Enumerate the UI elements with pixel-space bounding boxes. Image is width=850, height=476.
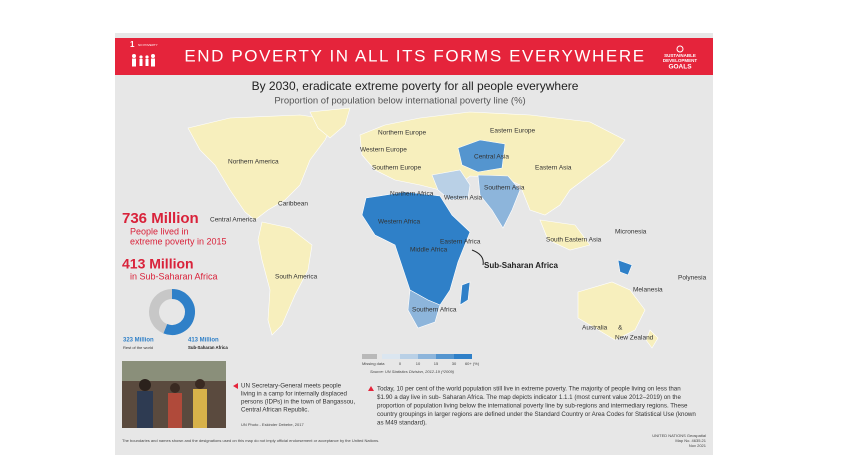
note-line: country groupings in larger regions are … <box>377 411 696 418</box>
region-label: Australia <box>582 325 608 332</box>
subtitle: By 2030, eradicate extreme poverty for a… <box>252 79 579 93</box>
sdg-logo: SUSTAINABLE <box>664 53 696 58</box>
region-label: Northern America <box>228 159 279 166</box>
legend-label: 0 <box>399 361 402 366</box>
legend-swatch <box>362 354 377 359</box>
caption-line: persons (IDPs) in the town of Bangassou, <box>241 399 355 406</box>
region-label: Northern Europe <box>378 130 426 137</box>
region-label: New Zealand <box>615 335 654 342</box>
caption-line: living in a camp for internally displace… <box>241 391 347 398</box>
stat-value: 736 Million <box>122 210 199 227</box>
region-label: Central Asia <box>474 154 509 161</box>
note-line: Today, 10 per cent of the world populati… <box>377 386 681 393</box>
note-line: $1.90 a day live in sub- Saharan Africa.… <box>377 394 682 401</box>
legend-swatch <box>382 354 400 359</box>
legend-label: 15 <box>434 361 439 366</box>
caption-line: UN Secretary-General meets people <box>241 383 342 390</box>
sdg-logo: GOALS <box>668 64 692 71</box>
region-label: Eastern Asia <box>535 165 572 172</box>
note: Today, 10 per cent of the world populati… <box>377 386 696 427</box>
region-label: South Eastern Asia <box>546 237 602 244</box>
donut <box>149 289 195 335</box>
donut-value-label: 413 Million <box>188 338 219 344</box>
region-label: Western Africa <box>378 219 421 226</box>
stat-desc: in Sub-Saharan Africa <box>130 271 218 281</box>
region-label: Eastern Europe <box>490 128 536 135</box>
subtitle2: Proportion of population below internati… <box>274 96 525 107</box>
note-line: proportion of population living below th… <box>377 403 688 410</box>
legend-label: 10 <box>416 361 421 366</box>
donut-value-label: 323 Million <box>123 338 154 344</box>
region-labels: Northern America Caribbean Central Ameri… <box>210 128 707 342</box>
region-label: Southern Europe <box>372 165 422 172</box>
donut-category: Sub-Saharan Africa <box>188 345 228 350</box>
stat-desc: extreme poverty in 2015 <box>130 236 227 246</box>
donut-slice <box>163 289 195 335</box>
footer-line: Map No. 4635.21 <box>675 438 706 443</box>
photo-caption: UN Secretary-General meets peopleliving … <box>241 383 355 414</box>
legend-label: Missing data <box>362 361 385 366</box>
region-label: Polynesia <box>678 275 707 282</box>
legend-swatch <box>436 354 454 359</box>
region-label: Caribbean <box>278 201 308 208</box>
title: END POVERTY IN ALL ITS FORMS EVERYWHERE <box>184 46 645 65</box>
region-label: Southern Africa <box>412 307 457 314</box>
goal-icon <box>132 54 155 67</box>
legend-swatch <box>454 354 472 359</box>
region-label: Eastern Africa <box>440 239 481 246</box>
region-label: Central America <box>210 217 257 224</box>
legend-label: 60+ (%) <box>465 361 480 366</box>
region-label: Northern Africa <box>390 191 434 198</box>
region-label: Micronesia <box>615 229 647 236</box>
legend-swatch <box>400 354 418 359</box>
map-land <box>187 107 659 349</box>
note-marker <box>368 386 374 391</box>
region-label: Middle Africa <box>410 247 448 254</box>
legend-label: 30 <box>452 361 457 366</box>
donut-slice <box>149 289 173 334</box>
region-label: Sub-Saharan Africa <box>484 261 558 270</box>
photo-credit: UN Photo - Eskinder Debebe, 2017 <box>241 422 304 427</box>
note-line: as M49 standard). <box>377 420 427 427</box>
goal-label: NO POVERTY <box>138 43 158 47</box>
stat-value: 413 Million <box>122 256 194 272</box>
sdg-logo: DEVELOPMENT <box>663 58 698 63</box>
disclaimer: The boundaries and names shown and the d… <box>122 438 379 443</box>
donut-category: Rest of the world <box>123 345 153 350</box>
region-label: Southern Asia <box>484 185 525 192</box>
region-label: Western Asia <box>444 195 483 202</box>
footer-line: UNITED NATIONS Geospatial <box>652 433 706 438</box>
region-label: Melanesia <box>633 287 663 294</box>
banner <box>115 38 713 75</box>
region-label: & <box>618 325 623 332</box>
legend: Missing data 0 10 15 30 60+ (%) <box>362 354 480 366</box>
region-label: Western Europe <box>360 147 407 154</box>
caption-line: Central African Republic. <box>241 407 309 414</box>
ssa-pointer <box>471 249 484 266</box>
region-label: South America <box>275 274 318 281</box>
legend-swatch <box>418 354 436 359</box>
stat-desc: People lived in <box>130 226 189 236</box>
caption-arrow <box>233 383 238 389</box>
legend-source: Source: UN Statistics Division, 2012-19 … <box>370 369 455 374</box>
map-shaded <box>361 139 633 329</box>
goal-number: 1 <box>130 40 135 49</box>
photo <box>122 361 226 428</box>
sdg-wheel <box>676 45 684 53</box>
footer-line: Nov 2021 <box>689 443 707 448</box>
